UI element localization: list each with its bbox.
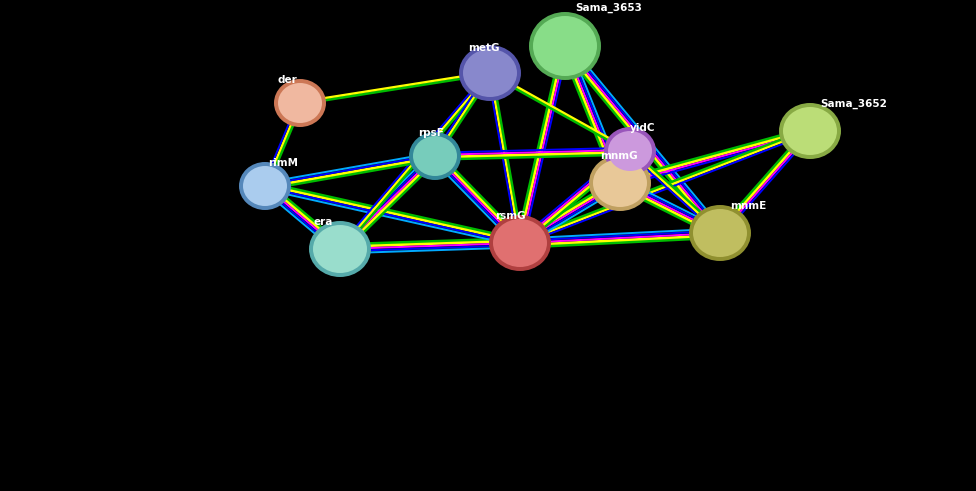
Text: era: era (313, 217, 333, 227)
Ellipse shape (274, 79, 326, 127)
Ellipse shape (779, 103, 841, 159)
Ellipse shape (243, 166, 287, 206)
Text: Sama_3653: Sama_3653 (575, 3, 642, 13)
Ellipse shape (459, 45, 521, 101)
Ellipse shape (533, 16, 597, 76)
Text: rpsF: rpsF (418, 128, 444, 138)
Ellipse shape (409, 132, 461, 180)
Ellipse shape (413, 136, 457, 176)
Ellipse shape (463, 49, 517, 97)
Ellipse shape (604, 127, 656, 175)
Ellipse shape (239, 162, 291, 210)
Text: rsmG: rsmG (495, 211, 526, 221)
Text: mnmG: mnmG (600, 151, 637, 161)
Ellipse shape (529, 12, 601, 80)
Ellipse shape (608, 131, 652, 171)
Text: der: der (278, 75, 298, 85)
Ellipse shape (693, 209, 747, 257)
Ellipse shape (589, 155, 651, 211)
Text: rimM: rimM (268, 158, 298, 168)
Ellipse shape (689, 205, 751, 261)
Ellipse shape (278, 83, 322, 123)
Ellipse shape (489, 215, 551, 271)
Text: metG: metG (468, 43, 500, 53)
Ellipse shape (593, 159, 647, 207)
Text: yidC: yidC (630, 123, 656, 133)
Ellipse shape (783, 107, 837, 155)
Ellipse shape (309, 221, 371, 277)
Ellipse shape (493, 219, 547, 267)
Text: Sama_3652: Sama_3652 (820, 99, 887, 109)
Ellipse shape (313, 225, 367, 273)
Text: mnmE: mnmE (730, 201, 766, 211)
